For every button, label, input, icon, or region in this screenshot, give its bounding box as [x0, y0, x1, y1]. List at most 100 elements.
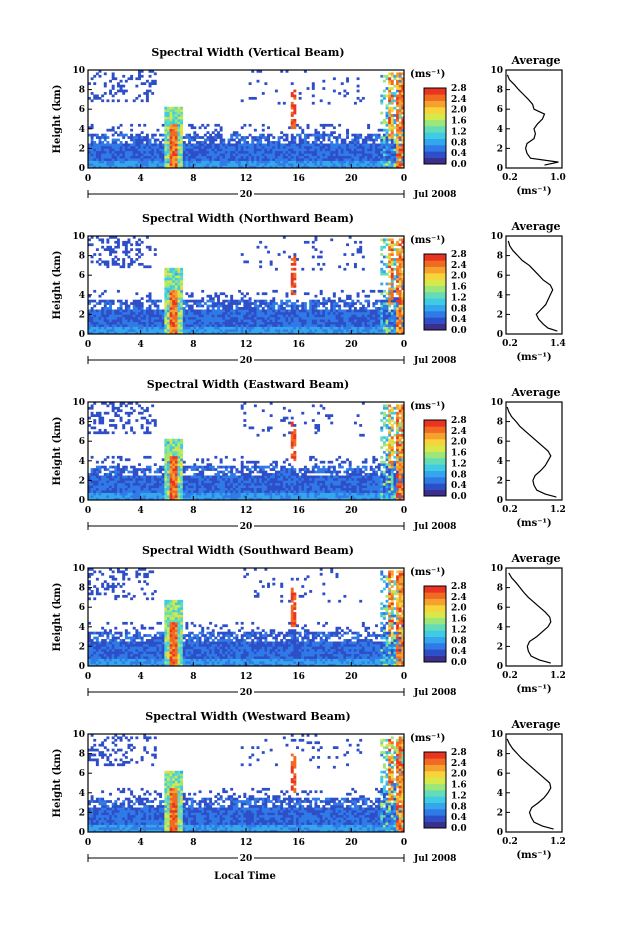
heatmap-cell [116, 414, 120, 417]
heatmap-cell [124, 497, 128, 501]
heatmap-cell [332, 165, 336, 169]
heatmap-cell [377, 331, 381, 335]
heatmap-cell [290, 141, 294, 144]
heatmap-cell [224, 153, 228, 157]
heatmap-cell [248, 148, 252, 152]
heatmap-cell [103, 465, 107, 469]
heatmap-cell [88, 311, 91, 315]
heatmap-cell [367, 143, 371, 147]
colorbar-swatch [424, 145, 446, 152]
heatmap-cell [98, 468, 102, 471]
heatmap-cell [88, 314, 91, 318]
heatmap-cell [243, 309, 247, 313]
heatmap-cell [132, 236, 136, 239]
heatmap-cell [135, 485, 139, 489]
heatmap-cell [98, 477, 102, 481]
heatmap-cell [167, 480, 170, 484]
heatmap-cell [272, 158, 276, 161]
heatmap-cell [274, 145, 278, 149]
heatmap-cell [285, 309, 289, 313]
heatmap-cell [190, 492, 194, 496]
heatmap-cell [393, 289, 397, 293]
heatmap-cell [161, 482, 165, 486]
heatmap-cell [348, 294, 352, 298]
heatmap-cell [269, 150, 273, 154]
heatmap-cell [367, 158, 371, 161]
heatmap-cell [311, 133, 315, 137]
heatmap-cell [330, 314, 334, 318]
heatmap-cell [251, 309, 255, 313]
heatmap-cell [135, 158, 139, 161]
heatmap-cell [206, 123, 210, 127]
heatmap-cell [261, 145, 265, 149]
heatmap-cell [111, 153, 115, 157]
heatmap-cell [285, 160, 289, 164]
heatmap-cell [390, 99, 394, 103]
heatmap-cell [372, 311, 376, 315]
heatmap-cell [372, 302, 376, 305]
heatmap-cell [101, 490, 105, 493]
heatmap-cell [274, 319, 278, 323]
heatmap-cell [153, 324, 157, 327]
heatmap-cell [211, 148, 215, 152]
heatmap-cell [103, 160, 107, 164]
heatmap-cell [138, 160, 141, 164]
heatmap-cell [95, 492, 99, 496]
heatmap-cell [285, 70, 289, 73]
heatmap-cell [343, 143, 347, 147]
avg-y-tick-label: 6 [497, 271, 503, 281]
heatmap-cell [188, 475, 191, 479]
heatmap-cell [167, 270, 170, 274]
heatmap-cell [164, 473, 168, 476]
heatmap-cell [161, 311, 165, 315]
heatmap-cell [177, 141, 181, 144]
heatmap-cell [377, 145, 381, 149]
heatmap-cell [348, 143, 352, 147]
heatmap-cell [338, 155, 342, 159]
heatmap-cell [211, 497, 215, 501]
heatmap-cell [280, 314, 284, 318]
heatmap-cell [156, 150, 160, 154]
heatmap-cell [122, 480, 126, 484]
heatmap-cell [95, 236, 99, 239]
heatmap-cell [398, 87, 402, 90]
heatmap-cell [180, 280, 184, 283]
heatmap-cell [325, 160, 328, 164]
heatmap-cell [127, 411, 131, 415]
heatmap-cell [372, 316, 376, 320]
heatmap-cell [311, 143, 315, 147]
heatmap-cell [314, 309, 318, 313]
heatmap-cell [385, 163, 389, 166]
heatmap-cell [148, 314, 152, 318]
heatmap-cell [111, 299, 115, 303]
heatmap-cell [119, 143, 123, 147]
heatmap-cell [169, 121, 173, 125]
heatmap-cell [348, 297, 352, 300]
heatmap-cell [356, 248, 360, 251]
heatmap-cell [248, 304, 252, 308]
heatmap-cell [138, 302, 141, 305]
heatmap-cell [309, 155, 313, 159]
heatmap-cell [380, 307, 384, 310]
heatmap-cell [174, 438, 178, 442]
heatmap-cell [145, 314, 149, 318]
heatmap-cell [116, 143, 120, 147]
heatmap-cell [138, 304, 141, 308]
heatmap-cell [319, 143, 323, 147]
heatmap-cell [190, 145, 194, 149]
colorbar-tick-label: 0.0 [451, 326, 467, 336]
heatmap-cell [393, 314, 397, 318]
heatmap-cell [393, 145, 397, 149]
heatmap-cell [293, 309, 297, 313]
heatmap-cell [167, 277, 170, 281]
heatmap-cell [114, 141, 118, 144]
heatmap-cell [174, 299, 178, 303]
heatmap-cell [277, 160, 281, 164]
heatmap-cell [401, 302, 405, 305]
heatmap-cell [222, 324, 226, 327]
heatmap-cell [314, 143, 318, 147]
heatmap-cell [209, 165, 213, 169]
heatmap-cell [122, 143, 126, 147]
heatmap-cell [251, 96, 255, 100]
heatmap-cell [296, 324, 299, 327]
